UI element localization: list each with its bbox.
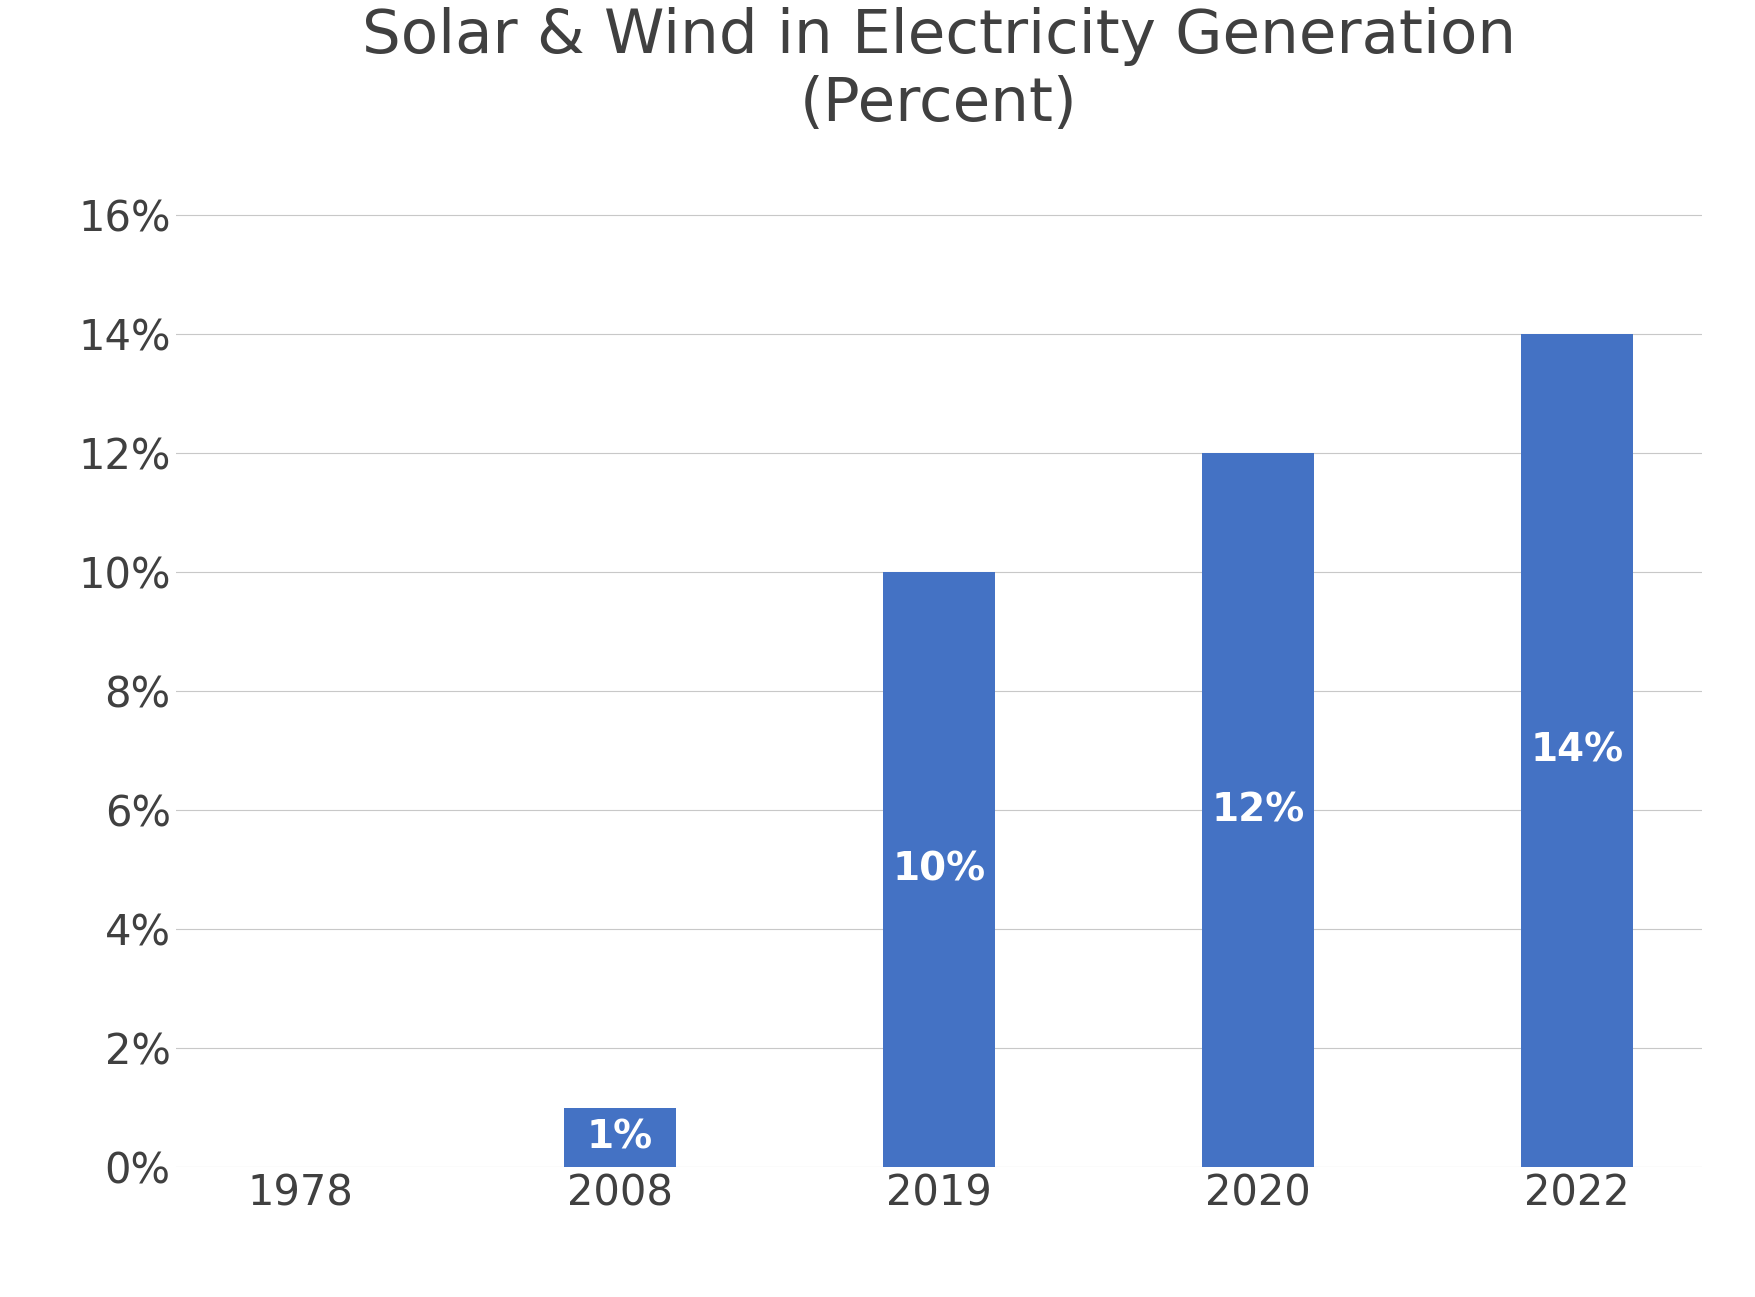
Title: Solar & Wind in Electricity Generation
(Percent): Solar & Wind in Electricity Generation (… [362, 6, 1516, 134]
Text: 10%: 10% [892, 851, 986, 888]
Bar [1522, 335, 1632, 1167]
Text: 12%: 12% [1211, 791, 1304, 829]
Bar [563, 1108, 676, 1167]
Text: 14%: 14% [1530, 732, 1623, 769]
Text: 1%: 1% [586, 1118, 653, 1157]
Bar [1202, 453, 1314, 1167]
Bar [883, 572, 995, 1167]
